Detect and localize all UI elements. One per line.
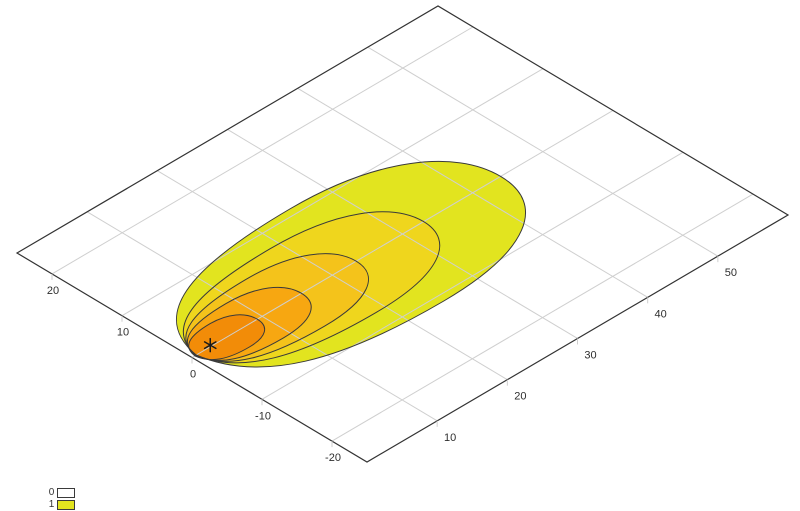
legend: lux >= 012481632	[3, 487, 76, 511]
x-tick-label-30: 30	[584, 349, 596, 361]
x-tick-label-20: 20	[514, 391, 526, 403]
contour-line-lux-1	[176, 160, 526, 368]
legend-color-swatch	[57, 500, 76, 510]
legend-entry-label: 1	[48, 499, 55, 510]
y-tick-label-0: 0	[190, 369, 196, 381]
gridline-y-10	[121, 68, 544, 317]
y-tick-label-10: 10	[117, 327, 129, 339]
gridline-y--10	[261, 151, 684, 400]
gridline-y-0	[191, 110, 614, 358]
legend-entry-0: 0	[43, 487, 76, 499]
legend-color-swatch	[57, 488, 76, 498]
x-tick-label-40: 40	[655, 308, 667, 320]
y-tick-label-20: 20	[47, 285, 59, 297]
contour-line-lux-16	[188, 314, 266, 361]
contour-line-lux-2	[182, 211, 441, 364]
y-tick-label--10: -10	[255, 410, 271, 422]
x-tick-label-50: 50	[725, 267, 737, 279]
x-tick-label-10: 10	[444, 432, 456, 444]
legend-entries: 012481632	[34, 487, 76, 511]
contour-line-lux-4	[185, 253, 369, 362]
legend-entry-label: 0	[48, 487, 55, 498]
lamp-marker-spoke	[203, 341, 217, 350]
gridline-y-20	[51, 26, 474, 275]
plot-border	[15, 5, 790, 463]
gridline-y--20	[331, 193, 754, 442]
contour-line-lux-8	[186, 286, 312, 361]
legend-entry-1: 1	[43, 499, 76, 511]
y-tick-label--20: -20	[325, 452, 341, 464]
